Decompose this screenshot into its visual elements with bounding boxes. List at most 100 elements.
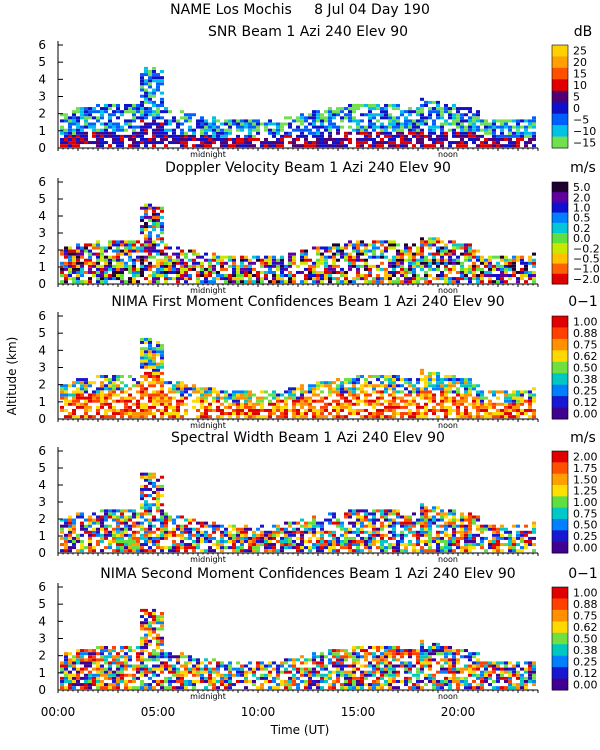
heatmap-cell bbox=[104, 267, 108, 271]
heatmap-cell bbox=[160, 415, 164, 419]
heatmap-cell bbox=[496, 527, 500, 531]
heatmap-cell bbox=[364, 264, 368, 268]
heatmap-cell bbox=[128, 415, 132, 419]
heatmap-cell bbox=[444, 384, 448, 388]
heatmap-cell bbox=[236, 396, 240, 400]
heatmap-cell bbox=[396, 264, 400, 268]
heatmap-cell bbox=[72, 264, 76, 268]
heatmap-cell bbox=[404, 399, 408, 403]
heatmap-cell bbox=[492, 530, 496, 534]
heatmap-cell bbox=[516, 549, 520, 553]
heatmap-cell bbox=[224, 533, 228, 537]
heatmap-cell bbox=[416, 122, 420, 126]
heatmap-cell bbox=[296, 137, 300, 141]
heatmap-cell bbox=[348, 264, 352, 268]
heatmap-cell bbox=[452, 536, 456, 540]
heatmap-cell bbox=[420, 255, 424, 259]
heatmap-cell bbox=[108, 530, 112, 534]
heatmap-cell bbox=[512, 405, 516, 409]
heatmap-cell bbox=[124, 549, 128, 553]
heatmap-cell bbox=[256, 399, 260, 403]
heatmap-cell bbox=[120, 543, 124, 547]
heatmap-cell bbox=[108, 264, 112, 268]
heatmap-cell bbox=[408, 539, 412, 543]
heatmap-cell bbox=[104, 524, 108, 528]
heatmap-cell bbox=[420, 387, 424, 391]
heatmap-cell bbox=[488, 539, 492, 543]
heatmap-cell bbox=[96, 267, 100, 271]
heatmap-cell bbox=[440, 261, 444, 265]
heatmap-cell bbox=[300, 122, 304, 126]
heatmap-cell bbox=[212, 387, 216, 391]
heatmap-cell bbox=[160, 549, 164, 553]
heatmap-cell bbox=[424, 255, 428, 259]
heatmap-cell bbox=[72, 402, 76, 406]
heatmap-cell bbox=[200, 122, 204, 126]
heatmap-cell bbox=[116, 134, 120, 138]
heatmap-cell bbox=[76, 515, 80, 519]
heatmap-cell bbox=[164, 393, 168, 397]
heatmap-cell bbox=[232, 264, 236, 268]
heatmap-cell bbox=[212, 122, 216, 126]
heatmap-cell bbox=[324, 137, 328, 141]
heatmap-cell bbox=[120, 387, 124, 391]
heatmap-cell bbox=[316, 116, 320, 120]
heatmap-cell bbox=[360, 137, 364, 141]
heatmap-cell bbox=[92, 128, 96, 132]
heatmap-cell bbox=[172, 518, 176, 522]
heatmap-cell bbox=[140, 408, 144, 412]
heatmap-cell bbox=[368, 270, 372, 274]
heatmap-cell bbox=[92, 107, 96, 111]
heatmap-cell bbox=[428, 144, 432, 148]
heatmap-cell bbox=[88, 683, 92, 687]
heatmap-cell bbox=[108, 119, 112, 123]
heatmap-cell bbox=[60, 384, 64, 388]
heatmap-cell bbox=[84, 243, 88, 247]
heatmap-cell bbox=[164, 122, 168, 126]
heatmap-cell bbox=[88, 661, 92, 665]
heatmap-cell bbox=[480, 408, 484, 412]
heatmap-cell bbox=[276, 399, 280, 403]
heatmap-cell bbox=[236, 119, 240, 123]
heatmap-cell bbox=[280, 277, 284, 281]
heatmap-cell bbox=[364, 396, 368, 400]
heatmap-cell bbox=[68, 267, 72, 271]
heatmap-cell bbox=[148, 206, 152, 210]
heatmap-cell bbox=[456, 405, 460, 409]
heatmap-cell bbox=[520, 274, 524, 278]
heatmap-cell bbox=[480, 270, 484, 274]
heatmap-cell bbox=[160, 359, 164, 363]
heatmap-cell bbox=[224, 119, 228, 123]
heatmap-cell bbox=[412, 131, 416, 135]
heatmap-cell bbox=[132, 113, 136, 117]
heatmap-cell bbox=[420, 97, 424, 101]
heatmap-cell bbox=[144, 82, 148, 86]
heatmap-cell bbox=[520, 277, 524, 281]
heatmap-cell bbox=[136, 405, 140, 409]
heatmap-cell bbox=[444, 412, 448, 416]
heatmap-cell bbox=[192, 405, 196, 409]
heatmap-cell bbox=[392, 530, 396, 534]
heatmap-cell bbox=[272, 396, 276, 400]
heatmap-cell bbox=[412, 122, 416, 126]
heatmap-cell bbox=[124, 246, 128, 250]
heatmap-cell bbox=[76, 270, 80, 274]
heatmap-cell bbox=[244, 280, 248, 284]
heatmap-cell bbox=[420, 509, 424, 513]
heatmap-cell bbox=[60, 396, 64, 400]
heatmap-cell bbox=[92, 125, 96, 129]
heatmap-cell bbox=[272, 144, 276, 148]
heatmap-cell bbox=[80, 393, 84, 397]
heatmap-cell bbox=[388, 240, 392, 244]
heatmap-cell bbox=[156, 546, 160, 550]
heatmap-cell bbox=[472, 131, 476, 135]
heatmap-cell bbox=[348, 512, 352, 516]
heatmap-cell bbox=[460, 264, 464, 268]
heatmap-cell bbox=[404, 137, 408, 141]
heatmap-cell bbox=[348, 258, 352, 262]
heatmap-cell bbox=[264, 536, 268, 540]
heatmap-cell bbox=[268, 267, 272, 271]
heatmap-cell bbox=[80, 261, 84, 265]
heatmap-cell bbox=[336, 113, 340, 117]
colorbar-label: 0.38 bbox=[573, 373, 598, 386]
